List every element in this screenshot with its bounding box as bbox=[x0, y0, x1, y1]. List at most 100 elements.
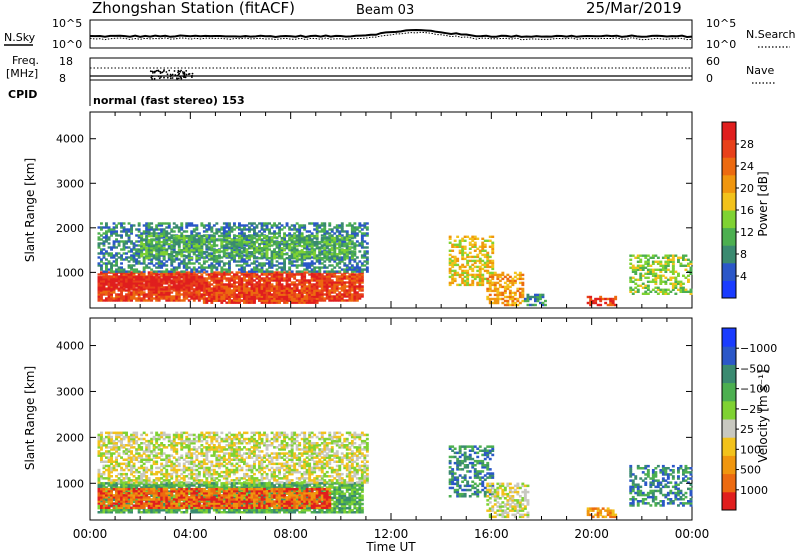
echo-cell bbox=[283, 243, 286, 246]
echo-cell bbox=[270, 241, 274, 244]
echo-cell bbox=[230, 271, 234, 274]
echo-cell bbox=[358, 268, 362, 271]
echo-cell bbox=[210, 240, 214, 243]
echo-cell bbox=[689, 290, 693, 293]
echo-cell bbox=[110, 291, 113, 294]
echo-cell bbox=[308, 242, 312, 245]
echo-cell bbox=[278, 242, 281, 245]
echo-cell bbox=[458, 265, 462, 269]
echo-cell bbox=[270, 273, 274, 276]
echo-cell bbox=[250, 289, 254, 292]
echo-cell bbox=[207, 289, 211, 292]
echo-cell bbox=[110, 266, 113, 269]
echo-cell bbox=[235, 293, 239, 296]
echo-cell bbox=[200, 234, 204, 238]
echo-cell bbox=[684, 268, 688, 271]
echo-cell bbox=[323, 247, 327, 250]
echo-cell bbox=[308, 255, 312, 258]
echo-cell bbox=[147, 278, 151, 281]
echo-cell bbox=[155, 234, 159, 238]
echo-cell bbox=[280, 275, 284, 278]
echo-cell bbox=[197, 291, 201, 294]
echo-cell bbox=[298, 270, 302, 273]
echo-cell bbox=[162, 230, 166, 233]
echo-cell bbox=[152, 284, 156, 287]
echo-cell bbox=[481, 275, 485, 279]
echo-cell bbox=[481, 267, 485, 271]
echo-cell bbox=[521, 299, 525, 303]
echo-cell bbox=[117, 240, 121, 243]
freq-scatter-point bbox=[182, 76, 185, 78]
echo-cell bbox=[674, 282, 678, 285]
echo-cell bbox=[243, 241, 246, 244]
echo-cell bbox=[516, 297, 520, 301]
echo-cell bbox=[468, 265, 472, 269]
echo-cell bbox=[486, 255, 490, 259]
echo-cell bbox=[172, 260, 176, 263]
echo-cell bbox=[661, 292, 665, 295]
echo-cell bbox=[147, 243, 151, 246]
echo-cell bbox=[320, 281, 324, 284]
echo-cell bbox=[215, 268, 219, 271]
echo-cell bbox=[202, 224, 206, 227]
echo-cell bbox=[192, 251, 196, 254]
echo-cell bbox=[358, 287, 362, 290]
echo-cell bbox=[197, 254, 201, 257]
echo-cell bbox=[245, 264, 249, 267]
echo-cell bbox=[518, 275, 522, 279]
echo-cell bbox=[228, 283, 231, 286]
echo-cell bbox=[325, 255, 329, 258]
echo-cell bbox=[253, 287, 256, 290]
echo-cell bbox=[197, 286, 201, 289]
echo-cell bbox=[320, 236, 324, 240]
echo-cell bbox=[248, 258, 251, 261]
echo-cell bbox=[285, 275, 289, 278]
echo-cell bbox=[115, 293, 118, 296]
echo-cell bbox=[202, 226, 206, 229]
echo-cell bbox=[97, 232, 101, 235]
freq-scatter-point bbox=[178, 72, 181, 75]
echo-cell bbox=[498, 297, 502, 301]
echo-cell bbox=[506, 283, 510, 287]
echo-cell bbox=[684, 258, 688, 261]
echo-cell bbox=[335, 234, 339, 238]
echo-cell bbox=[315, 281, 319, 284]
echo-cell bbox=[448, 259, 452, 263]
echo-cell bbox=[466, 273, 470, 277]
echo-cell bbox=[491, 247, 495, 250]
echo-cell bbox=[516, 287, 520, 291]
echo-cell bbox=[97, 252, 101, 255]
echo-cell bbox=[646, 288, 650, 291]
echo-cell bbox=[225, 252, 229, 255]
echo-cell bbox=[646, 254, 650, 257]
echo-cell bbox=[526, 297, 530, 301]
echo-cell bbox=[308, 239, 312, 242]
echo-cell bbox=[348, 293, 352, 296]
echo-cell bbox=[212, 266, 216, 269]
echo-cell bbox=[305, 253, 309, 256]
echo-cell bbox=[165, 230, 169, 233]
echo-cell bbox=[182, 276, 186, 279]
echo-cell bbox=[493, 289, 497, 293]
echo-cell bbox=[295, 260, 299, 263]
echo-cell bbox=[476, 281, 480, 285]
echo-cell bbox=[323, 287, 327, 290]
echo-cell bbox=[245, 262, 249, 265]
echo-cell bbox=[265, 275, 269, 278]
echo-cell bbox=[360, 228, 364, 231]
echo-cell bbox=[187, 249, 191, 252]
echo-cell bbox=[283, 264, 286, 267]
echo-cell bbox=[333, 297, 337, 300]
echo-cell bbox=[177, 226, 181, 229]
echo-cell bbox=[222, 299, 226, 302]
echo-cell bbox=[353, 226, 357, 229]
echo-cell bbox=[220, 273, 224, 276]
echo-cell bbox=[308, 241, 312, 244]
echo-cell bbox=[350, 268, 354, 271]
echo-cell bbox=[105, 232, 108, 235]
echo-cell bbox=[115, 254, 118, 257]
echo-cell bbox=[147, 252, 151, 255]
echo-cell bbox=[273, 264, 276, 267]
echo-cell bbox=[258, 285, 261, 288]
echo-cell bbox=[516, 299, 520, 303]
